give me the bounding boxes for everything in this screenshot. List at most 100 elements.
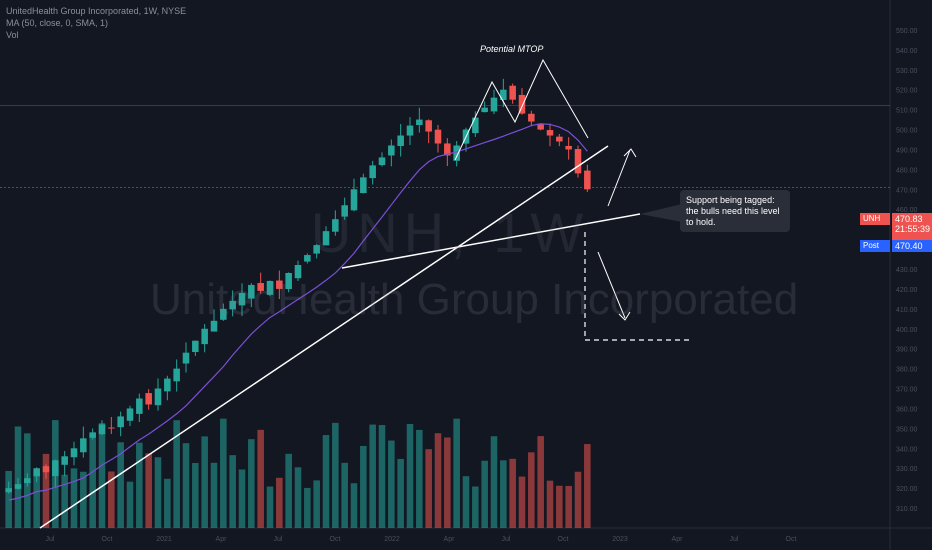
volume-bar [406,423,414,528]
volume-bar [98,423,106,528]
candle-body [201,328,208,345]
candle-body [444,143,451,156]
volume-bar [136,442,143,528]
candle-body [154,388,162,406]
candle-body [528,113,535,122]
volume-bar [453,418,460,528]
volume-bar [42,453,50,528]
volume-bar [220,418,227,528]
candle-body [304,255,311,262]
candle-body [453,145,460,161]
candle-body [229,300,236,310]
candle-body [70,448,78,458]
candle-body [397,135,404,146]
volume-bar [509,458,516,528]
volume-bar [285,453,292,528]
chart-legend: UnitedHealth Group Incorporated, 1W, NYS… [6,5,186,41]
volume-bar [378,425,386,528]
x-tick-label: Oct [558,536,569,543]
y-tick-label: 540.00 [896,48,918,55]
volume-bar [248,439,255,528]
legend-ma: MA (50, close, 0, SMA, 1) [6,18,109,28]
candle-body [341,205,348,217]
bar-countdown: 21:55:39 [895,224,931,234]
x-tick-label: 2022 [384,536,400,543]
volume-bar [238,469,246,528]
volume-bar [229,455,236,528]
candle-body [360,177,367,194]
volume-bar [332,422,339,528]
x-tick-label: 2021 [156,536,172,543]
volume-bar [61,474,68,528]
volume-bar [154,457,162,528]
volume-bar [434,433,442,528]
candle-body [126,408,134,421]
y-tick-label: 380.00 [896,367,918,374]
watermark-name: UnitedHealth Group Incorporated [150,275,799,324]
candle-body [565,145,572,150]
candle-body [61,456,68,465]
candle-body [248,284,255,299]
volume-bar [80,471,87,528]
volume-bar [108,471,115,528]
candle-body [285,272,292,289]
candle-body [388,145,395,156]
candle-body [220,308,227,320]
candle-body [117,416,124,428]
candle-body [266,280,274,295]
volume-bar [33,471,40,528]
last-price-value: 470.83 [895,214,923,224]
last-price-tag: 470.83 21:55:39 [892,213,932,240]
y-tick-label: 390.00 [896,347,918,354]
volume-bar [462,476,470,528]
volume-bar [416,429,423,528]
volume-bar [5,470,12,528]
y-tick-label: 320.00 [896,486,918,493]
x-tick-label: Apr [216,536,228,543]
volume-bar [397,458,404,528]
volume-bar [276,477,283,528]
volume-bar [173,420,180,528]
candle-body [378,157,386,166]
candle-body [164,378,171,392]
volume-bar [341,462,348,528]
volume-bar [24,433,31,528]
candle-body [257,283,264,291]
bull-arrow-line [607,149,631,207]
x-tick-label: 2023 [612,536,628,543]
bull-arrow-head [623,148,637,158]
volume-bar [584,444,591,528]
volume-bar [14,426,22,528]
legend-title: UnitedHealth Group Incorporated, 1W, NYS… [6,6,187,16]
candle-body [173,368,180,382]
volume-bar [89,433,96,528]
volume-bar [369,424,376,528]
y-tick-label: 470.00 [896,187,918,194]
candle-body [434,129,442,144]
volume-bar [565,485,572,528]
post-price-tag: 470.40 [892,240,932,252]
y-tick-label: 340.00 [896,446,918,453]
volume-bar [145,453,152,528]
mtop-label: Potential MTOP [480,44,544,54]
y-tick-label: 410.00 [896,307,918,314]
y-tick-label: 530.00 [896,68,918,75]
y-tick-label: 430.00 [896,267,918,274]
candle-body [80,438,87,453]
bear-arrow-line [597,251,626,319]
volume-bar [294,467,302,528]
candle-body [537,123,544,130]
volume-bar [266,486,274,528]
support-trendline [341,213,641,269]
y-tick-label: 550.00 [896,28,918,35]
support-callout[interactable]: Support being tagged: the bulls need thi… [680,190,790,232]
x-tick-label: Oct [330,536,341,543]
candle-body [322,231,330,246]
y-tick-label: 480.00 [896,167,918,174]
y-tick-label: 360.00 [896,406,918,413]
y-tick-label: 500.00 [896,128,918,135]
volume-bar [360,445,367,528]
x-tick-label: Apr [444,536,456,543]
callout-pointer [640,204,682,222]
